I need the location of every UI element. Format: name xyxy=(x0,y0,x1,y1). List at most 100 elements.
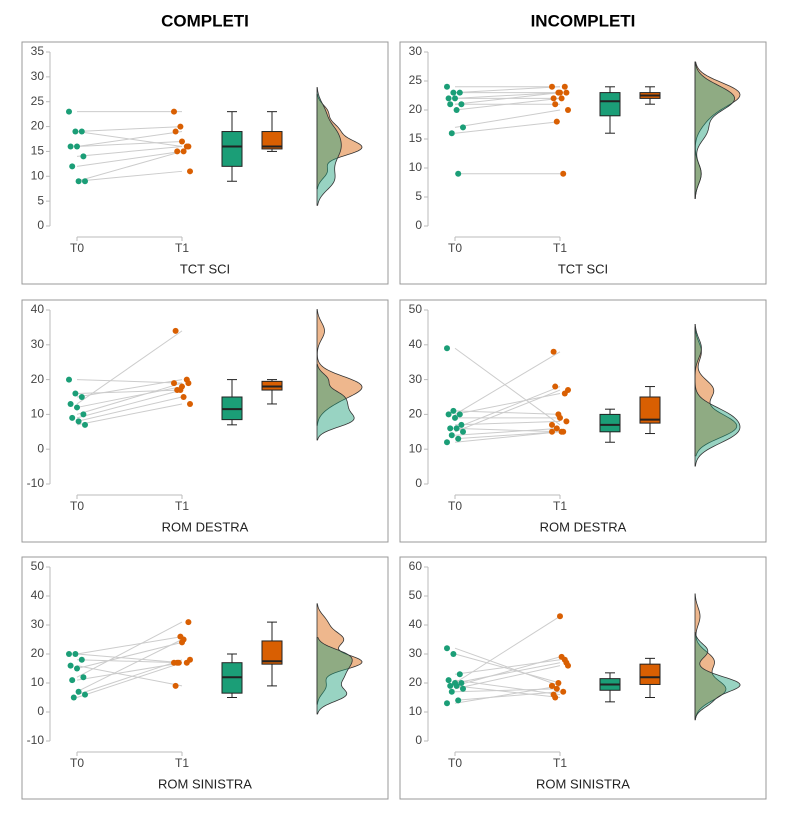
point xyxy=(550,95,557,102)
point xyxy=(458,680,465,686)
point xyxy=(452,414,458,421)
y-tick-label: 30 xyxy=(31,69,45,83)
point xyxy=(179,383,185,390)
y-tick-label: 50 xyxy=(409,302,423,316)
point xyxy=(67,400,74,407)
y-tick-label: 20 xyxy=(409,102,423,116)
pair-line xyxy=(76,150,183,182)
y-tick-label: 20 xyxy=(31,646,45,660)
point xyxy=(552,383,559,390)
pair-line xyxy=(76,639,183,693)
point xyxy=(75,418,82,425)
pair-line xyxy=(76,330,183,405)
y-tick-label: -10 xyxy=(27,733,45,747)
y-tick-label: 40 xyxy=(409,337,423,351)
point xyxy=(174,387,181,394)
y-tick-label: 10 xyxy=(31,168,45,182)
point xyxy=(75,178,82,185)
point xyxy=(445,95,452,102)
panel xyxy=(21,556,389,800)
point xyxy=(458,421,465,428)
y-tick-label: 0 xyxy=(37,441,44,455)
y-tick-label: 0 xyxy=(415,218,422,232)
pair-line xyxy=(454,659,561,675)
point xyxy=(557,414,563,421)
point xyxy=(180,148,187,155)
point xyxy=(453,682,460,689)
y-tick-label: 10 xyxy=(409,160,423,174)
y-tick-label: 20 xyxy=(31,119,45,133)
y-tick-label: 0 xyxy=(415,476,422,490)
point xyxy=(561,83,568,90)
point xyxy=(78,128,85,135)
x-axis-label: TCT SCI xyxy=(180,261,230,276)
point xyxy=(172,327,179,334)
point xyxy=(177,123,184,130)
point xyxy=(558,95,565,102)
pair-line xyxy=(76,150,183,167)
point xyxy=(565,387,571,394)
pair-line xyxy=(454,97,561,111)
y-tick-label: 40 xyxy=(409,617,423,631)
pair-line xyxy=(76,653,183,664)
pair-line xyxy=(454,653,561,684)
point xyxy=(553,425,560,432)
y-tick-label: 30 xyxy=(31,337,45,351)
point xyxy=(74,665,80,672)
column-title: INCOMPLETI xyxy=(531,11,636,30)
pair-line xyxy=(76,621,183,678)
x-tick-label: T1 xyxy=(175,241,189,255)
point xyxy=(560,428,567,435)
point xyxy=(82,421,88,428)
density xyxy=(694,324,741,467)
box xyxy=(599,92,621,117)
point xyxy=(555,680,562,686)
point xyxy=(72,390,79,397)
pair-line xyxy=(76,382,183,415)
point xyxy=(549,421,555,428)
pair-line xyxy=(454,410,561,415)
pair-line xyxy=(76,659,183,696)
y-tick-label: -10 xyxy=(27,476,45,490)
box xyxy=(639,663,661,685)
y-tick-label: 30 xyxy=(31,617,45,631)
pair-line xyxy=(76,389,183,419)
x-tick-label: T1 xyxy=(175,756,189,770)
x-tick-label: T0 xyxy=(70,499,84,513)
point xyxy=(444,700,450,707)
y-tick-label: 10 xyxy=(409,441,423,455)
point xyxy=(67,662,74,669)
x-tick-label: T0 xyxy=(448,241,462,255)
pair-line xyxy=(454,121,561,134)
point xyxy=(185,143,192,150)
point xyxy=(447,101,454,108)
point xyxy=(185,380,192,387)
point xyxy=(450,651,457,657)
point xyxy=(456,411,463,418)
pair-line xyxy=(76,170,183,182)
density xyxy=(316,309,363,426)
pair-line xyxy=(454,665,561,690)
point xyxy=(70,694,77,701)
pair-line xyxy=(454,351,561,415)
panel xyxy=(399,299,767,543)
pair-line xyxy=(76,386,183,408)
x-axis-label: ROM DESTRA xyxy=(162,519,249,534)
pair-line xyxy=(76,389,183,395)
y-tick-label: 30 xyxy=(409,44,423,58)
pair-line xyxy=(76,665,183,687)
point xyxy=(552,101,559,108)
point xyxy=(456,89,463,96)
point xyxy=(455,170,462,177)
point xyxy=(82,691,88,698)
density xyxy=(316,364,355,441)
y-tick-label: 5 xyxy=(37,193,44,207)
pair-line xyxy=(454,685,561,704)
pair-line xyxy=(454,431,561,443)
pair-line xyxy=(454,109,561,128)
point xyxy=(180,636,187,643)
point xyxy=(550,348,557,355)
point xyxy=(450,407,457,414)
point xyxy=(187,168,193,175)
pair-line xyxy=(454,679,561,696)
